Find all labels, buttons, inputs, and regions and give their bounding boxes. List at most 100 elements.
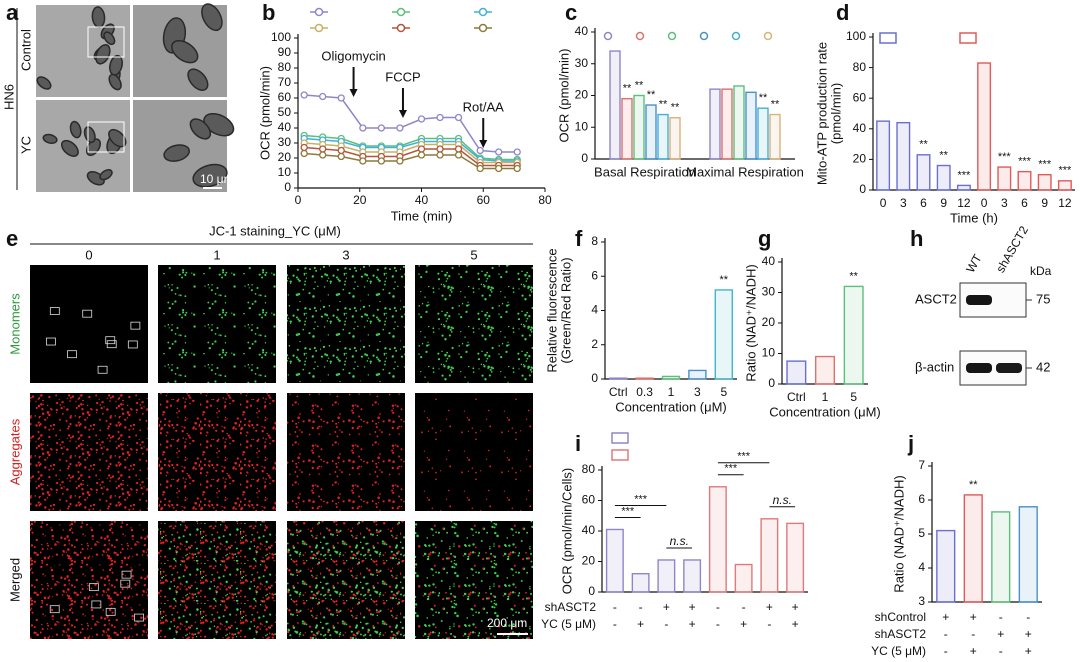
mitochondrion (42, 133, 58, 145)
band-size: 42 (1036, 359, 1050, 374)
condition-name: shASCT2 (545, 600, 597, 614)
x-tick-label: 5 (850, 390, 857, 404)
roi-box (105, 607, 116, 616)
band-size: 75 (1036, 291, 1050, 306)
bar (1037, 173, 1052, 191)
point (337, 94, 345, 102)
y-tick-label: 30 (278, 135, 292, 149)
roi-box (105, 336, 116, 345)
roi-box (106, 340, 117, 349)
jc1-image (287, 521, 405, 639)
x-axis-label: Concentration (μM) (615, 399, 727, 414)
bracket-label: *** (621, 505, 635, 517)
jc1-image (30, 521, 148, 639)
jc1-image (287, 393, 405, 511)
y-tick-label: 40 (762, 254, 776, 268)
bar (843, 285, 864, 385)
band-name: ASCT2 (915, 291, 957, 306)
condition-sign: + (689, 600, 696, 614)
mitochondrion (189, 118, 212, 140)
bar (714, 289, 734, 380)
condition-sign: + (792, 600, 799, 614)
point (300, 91, 308, 99)
x-tick-label: 12 (957, 196, 971, 210)
jc1-image (158, 393, 276, 511)
significance: ** (671, 102, 680, 114)
condition-name: shControl (875, 610, 926, 624)
point (396, 157, 404, 165)
point (377, 157, 386, 165)
x-tick-label: 20 (353, 193, 367, 207)
point (359, 124, 367, 132)
x-tick-label: 40 (415, 193, 429, 207)
mitochondrion (163, 144, 190, 162)
roi-box (49, 307, 60, 315)
mitochondrion (103, 31, 116, 46)
roi-box (46, 337, 56, 346)
y-axis-label: (pmol/min) (828, 83, 843, 144)
y-tick-label: 6 (591, 268, 598, 282)
y-tick-label: 4 (918, 560, 925, 574)
roi-box (121, 570, 132, 579)
panel-letter: i (575, 431, 581, 456)
y-tick-label: 20 (582, 554, 596, 568)
roi-box (91, 600, 102, 609)
legend-marker (763, 31, 773, 41)
condition-sign: + (1025, 627, 1032, 641)
y-tick-label: 7 (918, 458, 925, 472)
y-tick-label: 80 (582, 462, 596, 476)
mitochondrion (99, 169, 113, 181)
condition-sign: + (970, 644, 977, 658)
y-tick-label: 80 (853, 60, 867, 74)
roi-box (127, 340, 138, 349)
bar (721, 88, 733, 160)
point (417, 151, 426, 159)
y-tick-label: 70 (278, 75, 292, 89)
y-tick-label: 6 (918, 492, 925, 506)
x-axis-label: Time (min) (391, 208, 453, 223)
bar (688, 369, 707, 380)
y-tick-label: 20 (853, 152, 867, 166)
legend-swatch (611, 449, 629, 461)
y-tick-label: 40 (582, 523, 596, 537)
y-tick-label: 60 (582, 493, 596, 507)
bar (997, 166, 1012, 191)
y-tick-label: 60 (278, 90, 292, 104)
unit-label: kDa (1030, 264, 1052, 278)
point (476, 164, 484, 173)
panel-letter: j (907, 431, 914, 456)
significance: *** (1018, 156, 1032, 168)
y-axis-label: OCR (pmol/min) (556, 49, 571, 143)
y-axis-label: (Green/Red Ratio) (558, 257, 573, 363)
point (513, 148, 521, 156)
bar (963, 494, 983, 603)
y-axis-label: Relative fluorescence (544, 248, 559, 372)
panel-letter: d (836, 0, 849, 25)
significance: *** (957, 169, 971, 181)
legend-swatch (879, 32, 897, 44)
y-tick-label: 30 (762, 285, 776, 299)
scale-label: 10 μm (200, 172, 234, 186)
y-axis-label: OCR (pmol/min/Cells) (559, 468, 574, 594)
x-tick-label: 3 (900, 196, 907, 210)
significance: *** (1038, 159, 1052, 171)
point (495, 164, 503, 173)
x-tick-label: Ctrl (609, 385, 628, 399)
bar (669, 117, 681, 160)
x-tick-label: 1 (668, 385, 675, 399)
bracket-label: *** (724, 463, 738, 475)
bar (657, 559, 676, 593)
zoom-box (87, 26, 125, 58)
roi-box (82, 309, 93, 318)
em-image (36, 5, 130, 97)
point (319, 145, 327, 153)
legend-marker (478, 23, 488, 33)
bar (814, 355, 836, 385)
y-axis-label: Ratio (NAD⁺/NADH) (743, 264, 758, 381)
x-axis-label: Time (h) (950, 210, 998, 225)
zoom-box (87, 121, 125, 153)
bar (916, 154, 931, 191)
condition-sign: - (944, 644, 948, 658)
y-tick-label: 100 (271, 30, 291, 44)
